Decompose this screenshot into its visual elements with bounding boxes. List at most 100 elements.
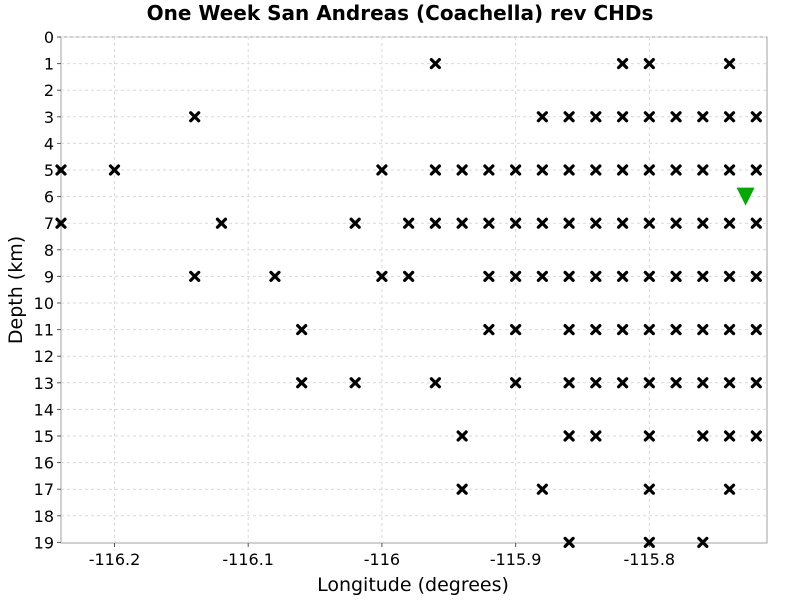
data-point-x <box>483 164 495 176</box>
y-tick-label: 17 <box>34 480 54 499</box>
y-tick-label: 15 <box>34 427 54 446</box>
data-point-x <box>723 57 736 70</box>
data-point-x <box>670 270 682 282</box>
data-point-x <box>750 111 762 123</box>
data-point-x <box>483 217 495 229</box>
data-point-x <box>376 270 388 282</box>
data-point-x <box>750 217 762 229</box>
y-tick-label: 2 <box>44 81 54 100</box>
data-point-x <box>563 164 575 176</box>
data-point-x <box>750 377 762 389</box>
data-point-x <box>483 270 495 282</box>
x-tick-label: -116.1 <box>222 550 274 569</box>
data-point-x <box>55 217 67 229</box>
data-point-x <box>616 270 629 282</box>
data-point-x <box>616 324 629 336</box>
x-tick-label: -116 <box>364 550 400 569</box>
data-point-x <box>215 217 228 229</box>
data-point-x <box>616 164 629 176</box>
data-point-x <box>403 217 415 229</box>
data-point-x <box>723 217 736 229</box>
data-point-x <box>510 270 522 282</box>
data-point-x <box>697 377 709 389</box>
data-point-x <box>55 164 67 176</box>
data-point-x <box>429 217 441 229</box>
data-point-x <box>483 324 495 336</box>
data-point-triangle <box>736 187 755 206</box>
data-point-x <box>723 377 736 389</box>
data-point-x <box>643 270 655 282</box>
data-point-x <box>750 270 762 282</box>
data-point-x <box>590 270 602 282</box>
y-tick-label: 13 <box>34 374 54 393</box>
y-tick-label: 11 <box>34 321 54 340</box>
data-point-x <box>510 164 522 176</box>
data-point-x <box>697 270 709 282</box>
data-point-x <box>616 57 629 70</box>
data-point-x <box>189 270 201 282</box>
data-point-x <box>510 377 522 389</box>
y-tick-label: 3 <box>44 108 54 127</box>
data-point-x <box>429 57 441 70</box>
data-marks <box>55 57 762 549</box>
data-point-x <box>590 377 602 389</box>
y-tick-label: 16 <box>34 454 54 473</box>
data-point-x <box>563 324 575 336</box>
data-point-x <box>643 111 655 123</box>
y-tick-label: 7 <box>44 214 54 233</box>
data-point-x <box>536 270 548 282</box>
y-tick-label: 4 <box>44 134 54 153</box>
data-point-x <box>697 164 709 176</box>
y-tick-label: 8 <box>44 241 54 260</box>
y-tick-label: 12 <box>34 347 54 366</box>
data-point-x <box>723 164 736 176</box>
data-point-x <box>697 111 709 123</box>
y-tick-label: 5 <box>44 161 54 180</box>
y-tick-label: 6 <box>44 188 54 207</box>
data-point-x <box>536 483 548 495</box>
data-point-x <box>750 430 762 442</box>
data-point-x <box>349 377 361 389</box>
data-point-x <box>697 430 709 442</box>
data-point-x <box>590 430 602 442</box>
data-point-x <box>697 217 709 229</box>
y-tick-label: 14 <box>34 400 54 419</box>
data-point-x <box>697 536 709 549</box>
data-point-x <box>269 270 281 282</box>
data-point-x <box>376 164 388 176</box>
data-point-x <box>296 377 308 389</box>
data-point-x <box>616 377 629 389</box>
data-point-x <box>563 270 575 282</box>
data-point-x <box>723 430 736 442</box>
data-point-x <box>643 536 655 549</box>
data-point-x <box>590 324 602 336</box>
data-point-x <box>403 270 415 282</box>
data-point-x <box>750 164 762 176</box>
data-point-x <box>536 217 548 229</box>
data-point-x <box>510 217 522 229</box>
data-point-x <box>697 324 709 336</box>
data-point-x <box>456 483 468 495</box>
x-tick-label: -116.2 <box>89 550 141 569</box>
data-point-x <box>429 164 441 176</box>
data-point-x <box>590 111 602 123</box>
plot-area <box>60 36 768 544</box>
data-point-x <box>349 217 361 229</box>
data-point-x <box>643 377 655 389</box>
x-axis: -116.2 -116.1 -116 -115.9 -115.8 <box>89 543 675 569</box>
y-tick-label: 1 <box>44 55 54 74</box>
data-point-x <box>643 164 655 176</box>
data-point-x <box>296 324 308 336</box>
data-point-x <box>189 111 201 123</box>
data-point-x <box>616 217 629 229</box>
data-point-x <box>536 111 548 123</box>
data-point-x <box>456 164 468 176</box>
data-point-x <box>670 324 682 336</box>
data-point-x <box>670 217 682 229</box>
data-point-x <box>616 111 629 123</box>
data-point-x <box>108 164 121 176</box>
data-point-x <box>643 483 655 495</box>
data-point-x <box>643 217 655 229</box>
data-point-x <box>536 164 548 176</box>
